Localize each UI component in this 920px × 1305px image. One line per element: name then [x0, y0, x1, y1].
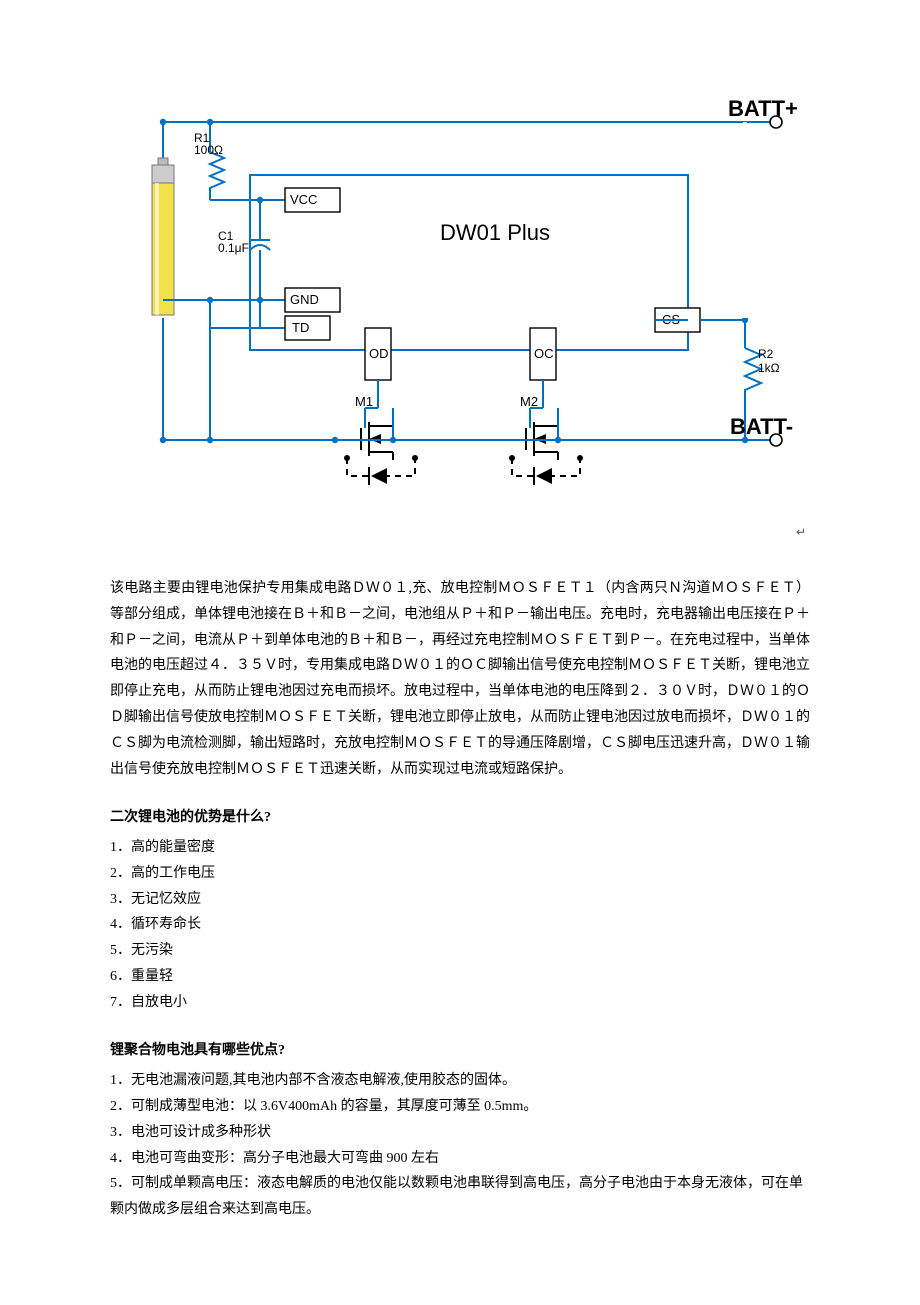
svg-text:DW01 Plus: DW01 Plus — [440, 220, 550, 245]
return-mark: ↵ — [796, 525, 806, 539]
list-item: 3．电池可设计成多种形状 — [110, 1120, 810, 1146]
list-item: 3．无记忆效应 — [110, 887, 810, 913]
list-item: 7．自放电小 — [110, 990, 810, 1016]
svg-text:M2: M2 — [520, 394, 538, 409]
svg-text:GND: GND — [290, 292, 319, 307]
list-item: 4．循环寿命长 — [110, 912, 810, 938]
page: BATT+R1100ΩVCCC10.1μFDW01 PlusGNDTDODOCC… — [0, 0, 920, 1305]
list-item: 1．高的能量密度 — [110, 835, 810, 861]
list-item: 5．无污染 — [110, 938, 810, 964]
svg-text:BATT-: BATT- — [730, 414, 793, 439]
svg-text:OC: OC — [534, 346, 554, 361]
list-item: 1．无电池漏液问题,其电池内部不含液态电解液,使用胶态的固体。 — [110, 1068, 810, 1094]
list-item: 2．高的工作电压 — [110, 861, 810, 887]
list3: 1．无电池漏液问题,其电池内部不含液态电解液,使用胶态的固体。2．可制成薄型电池… — [110, 1068, 810, 1223]
svg-text:100Ω: 100Ω — [194, 143, 223, 157]
section2-title: 二次锂电池的优势是什么? — [110, 805, 810, 831]
circuit-svg: BATT+R1100ΩVCCC10.1μFDW01 PlusGNDTDODOCC… — [110, 90, 810, 510]
svg-text:VCC: VCC — [290, 192, 317, 207]
list-item: 2．可制成薄型电池：以 3.6V400mAh 的容量，其厚度可薄至 0.5mm。 — [110, 1094, 810, 1120]
list2: 1．高的能量密度2．高的工作电压3．无记忆效应4．循环寿命长5．无污染6．重量轻… — [110, 835, 810, 1016]
svg-text:BATT+: BATT+ — [728, 96, 798, 121]
circuit-diagram: BATT+R1100ΩVCCC10.1μFDW01 PlusGNDTDODOCC… — [110, 90, 810, 546]
svg-text:0.1μF: 0.1μF — [218, 241, 249, 255]
svg-text:R2: R2 — [758, 347, 774, 361]
svg-text:TD: TD — [292, 320, 309, 335]
circuit-description: 该电路主要由锂电池保护专用集成电路ＤＷ０１,充、放电控制ＭＯＳＦＥＴ１（内含两只… — [110, 576, 810, 783]
svg-text:OD: OD — [369, 346, 389, 361]
section3-title: 锂聚合物电池具有哪些优点? — [110, 1038, 810, 1064]
list-item: 4．电池可弯曲变形：高分子电池最大可弯曲 900 左右 — [110, 1146, 810, 1172]
svg-text:1kΩ: 1kΩ — [758, 361, 780, 375]
svg-text:M1: M1 — [355, 394, 373, 409]
list-item: 5．可制成单颗高电压：液态电解质的电池仅能以数颗电池串联得到高电压，高分子电池由… — [110, 1171, 810, 1223]
list-item: 6．重量轻 — [110, 964, 810, 990]
